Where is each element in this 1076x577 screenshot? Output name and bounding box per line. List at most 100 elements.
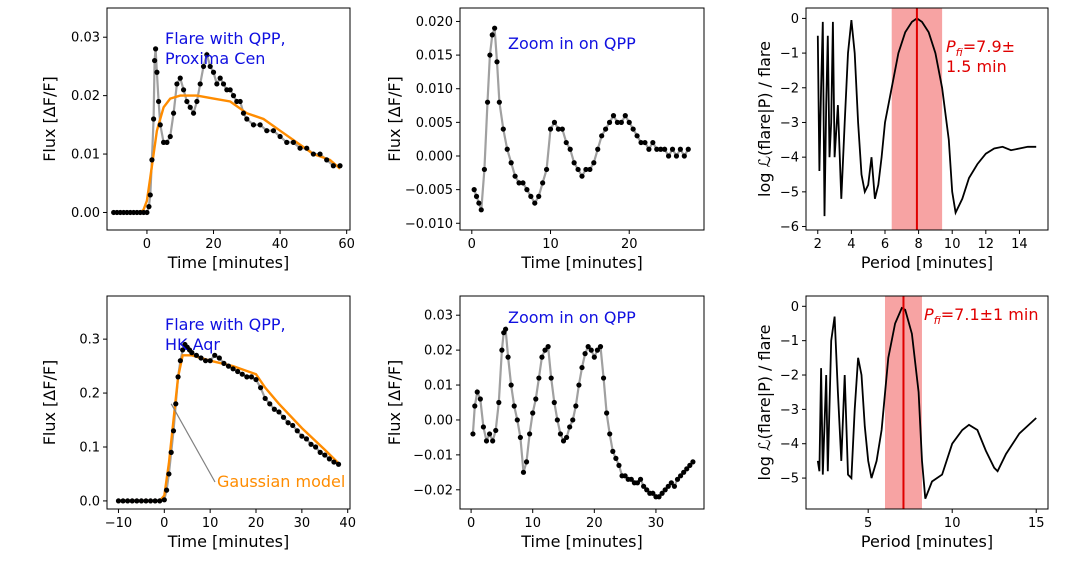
data-point [548, 375, 554, 381]
data-point [240, 110, 247, 116]
x-tick: 20 [586, 509, 603, 531]
x-tick: 30 [648, 509, 664, 531]
axes-frame [106, 7, 351, 231]
data-point [220, 81, 227, 87]
x-tick-label: 8 [914, 237, 922, 252]
data-point [152, 57, 158, 64]
axes-frame [459, 7, 705, 231]
data-point [244, 374, 250, 380]
x-axis-label: Time [minutes] [520, 532, 643, 551]
data-point [604, 410, 610, 416]
panel-proxima-zoom: 0 10 20 −0.010 −0.005 0.000 0.005 0.010 0.015 0.0… [385, 7, 705, 272]
x-tick-label: 10 [542, 237, 559, 252]
data-point [164, 487, 170, 493]
data-point [262, 395, 268, 402]
x-tick: 0 [467, 509, 475, 531]
data-point [484, 99, 491, 105]
data-point [533, 396, 539, 402]
axes-frame [805, 7, 1049, 231]
data-point [662, 146, 668, 152]
data-point [607, 431, 613, 437]
data-point [502, 326, 509, 332]
data-point [303, 436, 310, 442]
data-point [559, 126, 565, 132]
data-point [473, 193, 480, 199]
x-tick-label: 10 [944, 516, 961, 531]
panel-title: Zoom in on QPP [508, 34, 636, 53]
y-tick: 0.000 [416, 150, 460, 165]
y-tick: −2 [780, 81, 806, 96]
x-tick-label: 0 [160, 516, 168, 531]
x-tick: 4 [847, 230, 856, 252]
data-point [285, 420, 291, 426]
data-point [335, 461, 342, 467]
data-point [579, 364, 585, 371]
y-tick: −4 [780, 437, 806, 452]
x-axis-label: Time [minutes] [520, 253, 643, 272]
x-tick-label: 6 [881, 237, 889, 252]
y-tick-label: 0.2 [79, 387, 100, 402]
y-tick: 0.00 [71, 206, 107, 221]
data-point [500, 126, 506, 132]
data-point [587, 166, 593, 173]
data-point [174, 81, 180, 87]
data-point [221, 360, 227, 367]
data-point [542, 347, 548, 353]
data-point [486, 431, 493, 437]
y-tick: 0.03 [424, 309, 460, 324]
data-point [194, 98, 200, 105]
data-point [610, 448, 616, 454]
data-point [634, 133, 640, 139]
data-point [212, 352, 218, 358]
y-tick-label: −0.005 [405, 183, 453, 198]
x-tick-label: 10 [524, 516, 541, 531]
data-point [225, 363, 232, 369]
x-tick-label: 30 [294, 516, 311, 531]
data-point [591, 160, 597, 166]
data-point [517, 434, 523, 441]
x-tick: 40 [272, 230, 288, 252]
data-point [167, 133, 173, 140]
data-point [216, 355, 222, 361]
data-point [524, 187, 530, 193]
period-annotation: 1.5 min [946, 57, 1007, 76]
y-axis-label: Flux [ΔF/F] [385, 76, 404, 162]
y-tick: −3 [780, 403, 806, 418]
data-point [622, 113, 628, 119]
data-point [214, 81, 220, 87]
data-point [317, 449, 323, 455]
y-tick: −1 [780, 47, 806, 62]
panel-title: HK Aqr [165, 335, 220, 354]
y-tick: 0.015 [416, 49, 460, 64]
data-point [496, 399, 502, 406]
data-point [151, 116, 157, 122]
data-point [173, 401, 179, 407]
panel-hkaqr-flare: −10 0 10 20 30 40 0.0 0.1 0.2 0.3 Time [minutes] Fl… [40, 295, 356, 551]
data-point [567, 424, 573, 430]
y-tick-label: 0 [791, 12, 799, 27]
data-point [650, 139, 656, 146]
x-axis-label: Time [minutes] [167, 253, 290, 272]
data-point [560, 438, 567, 444]
data-point [536, 375, 542, 381]
y-tick-label: 0.03 [71, 31, 100, 46]
data-point [595, 146, 601, 152]
data-point [616, 462, 622, 468]
x-tick-label: 40 [339, 516, 356, 531]
model-curve [113, 94, 341, 214]
data-point [264, 128, 270, 134]
data-point [681, 469, 687, 475]
data-point [504, 146, 510, 152]
x-tick: 10 [944, 230, 960, 252]
data-point [297, 145, 303, 151]
data-point [496, 99, 502, 105]
data-point [161, 497, 167, 503]
data-point [207, 63, 213, 70]
y-tick-label: 0.005 [416, 116, 453, 131]
data-point [290, 422, 296, 429]
data-point [527, 431, 533, 437]
data-point [477, 396, 483, 402]
y-tick-label: −0.01 [413, 448, 453, 463]
data-point [555, 126, 561, 132]
x-tick-label: −10 [105, 516, 132, 531]
